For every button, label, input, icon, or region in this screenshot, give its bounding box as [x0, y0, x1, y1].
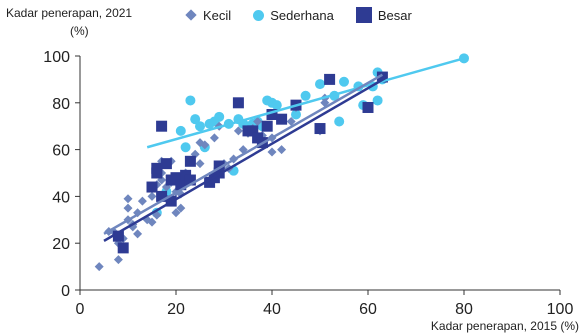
point-besar — [314, 123, 326, 135]
point-kecil — [209, 133, 219, 143]
x-tick-label: 100 — [547, 301, 574, 318]
y-tick-label: 0 — [61, 283, 70, 300]
point-kecil — [195, 159, 205, 169]
point-sederhana — [372, 95, 383, 106]
x-tick-label: 60 — [359, 301, 377, 318]
point-kecil — [253, 117, 263, 127]
point-kecil — [147, 191, 157, 201]
point-besar — [184, 174, 196, 186]
trend-line-besar — [103, 75, 388, 242]
x-tick-label: 40 — [263, 301, 281, 318]
point-sederhana — [334, 116, 345, 127]
point-besar — [175, 179, 187, 191]
y-tick-label: 60 — [52, 143, 70, 160]
x-axis-label: Kadar penerapan, 2015 (%) — [430, 319, 579, 333]
point-kecil — [277, 145, 287, 155]
data-points — [94, 53, 469, 272]
y-tick-label: 100 — [43, 49, 70, 66]
point-besar — [117, 242, 129, 254]
point-kecil — [200, 140, 210, 150]
trend-lines — [103, 57, 465, 242]
point-besar — [232, 97, 244, 109]
point-kecil — [147, 217, 157, 227]
legend-label-besar: Besar — [377, 7, 412, 23]
point-besar — [151, 162, 163, 174]
point-kecil — [113, 255, 123, 265]
point-sederhana — [339, 76, 349, 87]
legend-item-sederhana: Sederhana — [253, 7, 334, 23]
point-besar — [247, 125, 259, 137]
legend-swatch-kecil — [185, 9, 197, 21]
y-axis-unit: (%) — [70, 24, 89, 38]
point-sederhana — [300, 90, 311, 101]
point-kecil — [133, 229, 143, 239]
point-kecil — [171, 208, 181, 218]
point-sederhana — [175, 125, 186, 136]
point-besar — [156, 120, 168, 132]
y-tick-label: 20 — [52, 236, 70, 253]
point-besar — [170, 172, 182, 184]
point-besar — [362, 101, 374, 113]
point-besar — [146, 181, 158, 193]
point-kecil — [94, 262, 104, 272]
point-kecil — [286, 117, 296, 127]
point-sederhana — [214, 111, 225, 122]
y-axis-label: Kadar penerapan, 2021 — [6, 6, 133, 20]
axes: 0 20 40 60 80 100 0 20 40 60 80 100 — [43, 49, 573, 318]
point-besar — [184, 155, 196, 167]
point-kecil — [267, 147, 277, 157]
point-sederhana — [180, 142, 191, 153]
x-tick-label: 80 — [455, 301, 473, 318]
point-kecil — [123, 194, 133, 204]
point-kecil — [233, 126, 243, 136]
x-tick-label: 20 — [167, 301, 185, 318]
y-tick-label: 80 — [52, 96, 70, 113]
point-besar — [213, 160, 225, 172]
point-sederhana — [271, 100, 282, 111]
trend-line-kecil — [103, 73, 384, 235]
point-besar — [156, 190, 168, 202]
legend-item-kecil: Kecil — [185, 7, 231, 23]
point-besar — [324, 73, 336, 85]
trend-line-sederhana — [146, 57, 465, 149]
point-sederhana — [195, 121, 205, 132]
point-besar — [160, 158, 172, 170]
point-sederhana — [190, 114, 201, 125]
legend: Kecil Sederhana Besar — [185, 7, 434, 23]
legend-label-sederhana: Sederhana — [270, 7, 334, 23]
legend-swatch-sederhana — [253, 9, 265, 21]
y-tick-label: 40 — [52, 189, 70, 206]
point-sederhana — [291, 109, 301, 120]
point-sederhana — [315, 79, 325, 90]
point-kecil — [137, 196, 147, 206]
point-kecil — [123, 203, 133, 213]
legend-item-besar: Besar — [355, 7, 412, 23]
legend-swatch-besar — [355, 7, 372, 23]
point-besar — [261, 120, 273, 132]
point-besar — [266, 109, 278, 120]
point-sederhana — [185, 95, 196, 106]
point-besar — [112, 230, 124, 242]
point-kecil — [176, 203, 186, 213]
point-besar — [376, 71, 388, 83]
legend-label-kecil: Kecil — [203, 7, 232, 23]
x-tick-label: 0 — [76, 301, 85, 318]
point-besar — [276, 113, 288, 125]
